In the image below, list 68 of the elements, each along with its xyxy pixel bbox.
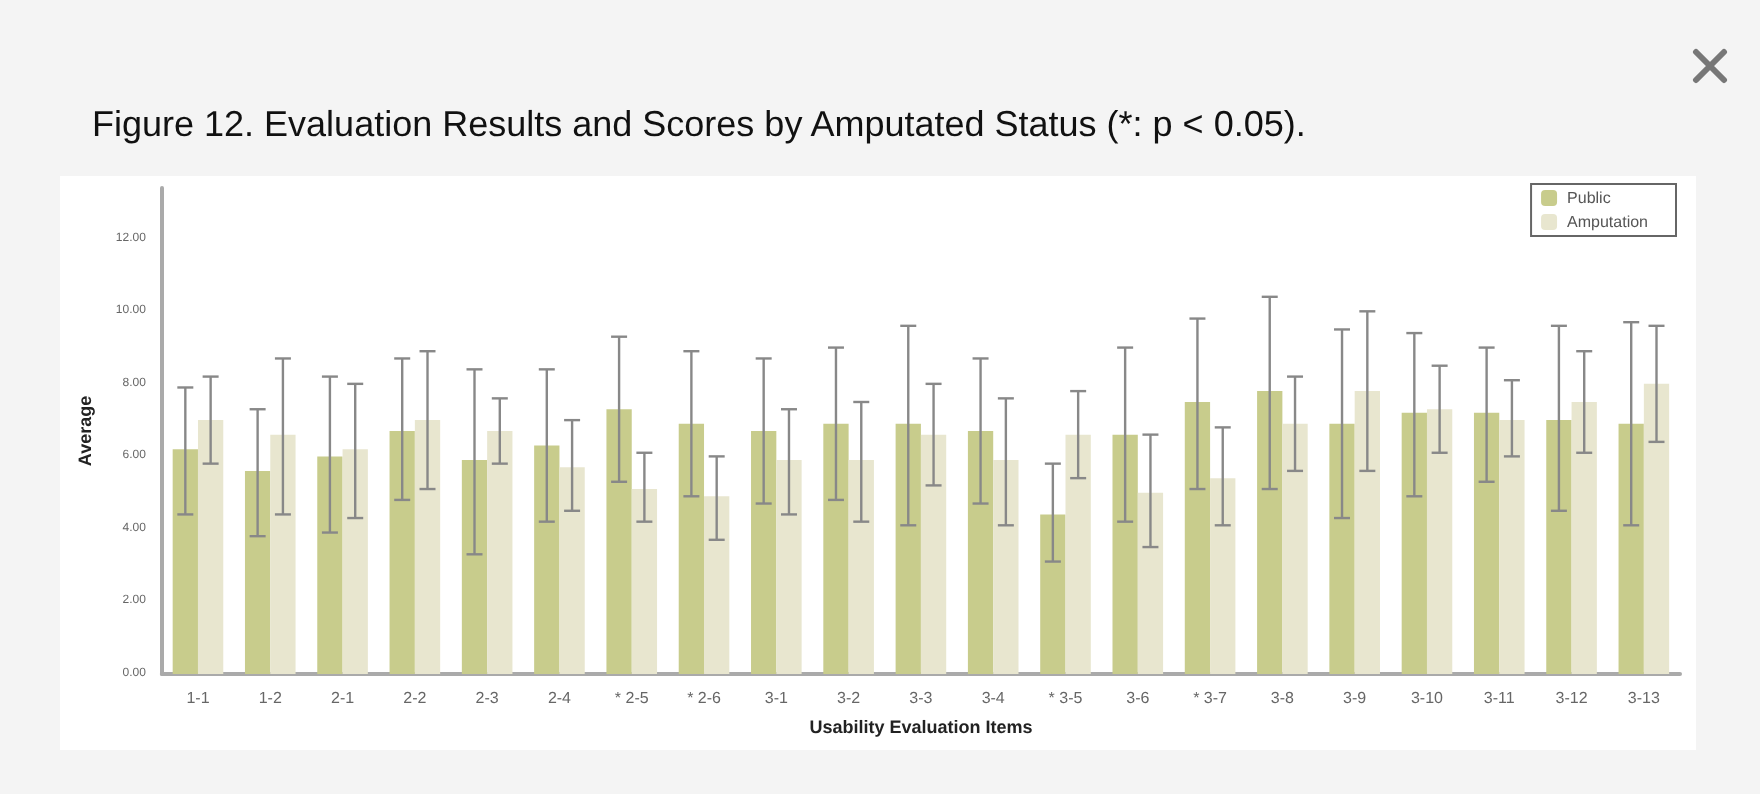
bar xyxy=(993,460,1019,674)
bar xyxy=(244,470,271,674)
x-tick-label: 2-3 xyxy=(475,689,500,707)
bar xyxy=(534,445,560,674)
bar xyxy=(1546,420,1572,674)
bar xyxy=(317,456,343,674)
bar xyxy=(1282,423,1308,674)
bar xyxy=(1137,492,1164,674)
x-tick-label: * 3-5 xyxy=(1048,689,1084,707)
x-tick-label: * 3-7 xyxy=(1193,689,1229,707)
bar xyxy=(1210,478,1236,674)
x-tick-label: 2-2 xyxy=(403,689,428,707)
x-tick-label: 3-11 xyxy=(1483,689,1516,707)
bar xyxy=(1184,401,1211,674)
bar xyxy=(606,409,632,674)
x-tick-label: 3-3 xyxy=(909,689,934,707)
x-tick-label: 3-6 xyxy=(1126,689,1151,707)
bar xyxy=(270,434,296,674)
bar xyxy=(1499,420,1525,674)
bar xyxy=(631,489,658,674)
x-tick-label: 2-1 xyxy=(331,689,356,707)
bar xyxy=(1329,423,1355,674)
x-tick-label: 3-4 xyxy=(981,689,1006,707)
x-tick-label: 3-8 xyxy=(1270,689,1296,707)
bar xyxy=(1112,434,1138,674)
bar xyxy=(823,423,849,674)
bar xyxy=(1065,434,1091,674)
x-tick-label: 3-1 xyxy=(764,689,789,707)
bar xyxy=(1040,514,1066,674)
bar xyxy=(1643,383,1670,674)
x-tick-label: 3-9 xyxy=(1343,689,1368,707)
bar xyxy=(848,460,874,674)
bar xyxy=(751,431,777,674)
bar xyxy=(487,431,513,674)
chart-title: Figure 12. Evaluation Results and Scores by Amputated Status (*: p < 0.05). xyxy=(92,104,1306,146)
x-tick-label: 2-4 xyxy=(547,689,573,707)
bar xyxy=(1257,391,1283,674)
bar xyxy=(559,467,585,674)
bar xyxy=(389,431,415,674)
y-axis-title: Average xyxy=(75,395,95,467)
x-tick-label: 1-1 xyxy=(186,689,211,707)
x-tick-label: 3-12 xyxy=(1555,689,1589,707)
bar xyxy=(1354,391,1380,674)
bar xyxy=(895,423,921,674)
bar xyxy=(1618,423,1644,674)
x-tick-label: 1-2 xyxy=(258,689,283,707)
bar xyxy=(1426,409,1453,674)
bar xyxy=(461,460,488,674)
legend-label: Public xyxy=(1567,189,1611,207)
x-tick-label: * 2-6 xyxy=(687,689,723,707)
x-axis-title: Usability Evaluation Items xyxy=(809,717,1033,737)
bar xyxy=(920,434,947,674)
bar xyxy=(172,449,198,674)
bar xyxy=(678,423,705,674)
x-tick-label: * 2-5 xyxy=(614,689,650,707)
bar xyxy=(704,496,730,674)
bar xyxy=(414,420,441,674)
x-tick-label: 3-2 xyxy=(837,689,862,707)
bar xyxy=(967,431,994,674)
x-tick-label: 3-10 xyxy=(1410,689,1445,707)
bar xyxy=(197,420,224,674)
bar xyxy=(1571,401,1597,674)
bar xyxy=(776,460,802,674)
bar xyxy=(1401,412,1427,674)
bar xyxy=(342,449,368,674)
legend-label: Amputation xyxy=(1567,213,1648,231)
bar xyxy=(1473,412,1500,674)
x-tick-label: 3-13 xyxy=(1627,689,1661,707)
